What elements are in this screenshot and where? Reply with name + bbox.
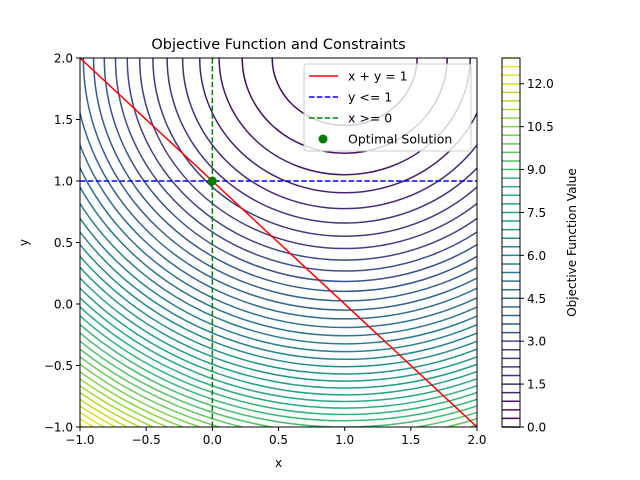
contour-line <box>80 266 477 382</box>
y-tick-label: 1.0 <box>54 175 73 189</box>
x-axis: −1.0 −0.5 0.0 0.5 1.0 1.5 2.0 <box>65 427 487 447</box>
legend-marker <box>318 134 328 144</box>
x-tick-label: −0.5 <box>132 433 161 447</box>
contour-line <box>80 314 477 416</box>
contour-line <box>138 58 477 250</box>
contour-line <box>80 166 477 329</box>
colorbar-frame <box>501 57 521 428</box>
colorbar-tick-label: 3.0 <box>527 335 546 349</box>
colorbar-tick-label: 6.0 <box>527 249 546 263</box>
contour-line <box>80 185 477 337</box>
colorbar-label: Objective Function Value <box>565 168 579 317</box>
contour-line <box>80 243 477 368</box>
contour-line <box>126 58 477 261</box>
x-tick-label: 1.0 <box>335 433 354 447</box>
contour-line <box>80 323 477 422</box>
contour-line <box>80 230 477 360</box>
chart-title: Objective Function and Constraints <box>151 37 405 53</box>
contour-line <box>80 201 477 345</box>
legend-label: x >= 0 <box>348 111 392 126</box>
y-tick-label: 2.0 <box>54 52 73 66</box>
y-tick-label: 0.0 <box>54 298 73 312</box>
x-tick-label: 0.5 <box>269 433 288 447</box>
contour-line <box>82 58 477 302</box>
legend-label: x + y = 1 <box>348 69 408 84</box>
x-tick-label: 2.0 <box>467 433 486 447</box>
legend-label: y <= 1 <box>348 90 392 105</box>
y-tick-label: 1.5 <box>54 113 73 127</box>
contour-line <box>80 305 477 409</box>
y-axis-label: y <box>17 239 31 246</box>
contour-line <box>114 58 477 272</box>
contour-line <box>181 58 477 210</box>
x-tick-label: 0.0 <box>203 433 222 447</box>
contour-line <box>80 255 477 375</box>
colorbar-tick-label: 7.5 <box>527 206 546 220</box>
colorbar-tick-label: 9.0 <box>527 163 546 177</box>
colorbar-tick-label: 0.0 <box>527 421 546 435</box>
optimal-solution-point <box>207 176 217 186</box>
points <box>207 176 217 186</box>
contour-line <box>241 58 448 154</box>
contour-line <box>198 58 477 194</box>
y-axis: −1.0 −0.5 0.0 0.5 1.0 1.5 2.0 <box>44 52 80 435</box>
constraint-lines <box>80 58 477 427</box>
contour-line <box>80 276 477 389</box>
contour-line <box>152 58 477 237</box>
y-tick-label: 0.5 <box>54 236 73 250</box>
contour-line <box>80 216 477 353</box>
contour-line <box>80 286 477 396</box>
legend: x + y = 1 y <= 1 x >= 0 Optimal Solution <box>303 63 472 152</box>
contour-line <box>103 58 477 283</box>
colorbar-tick-label: 10.5 <box>527 120 554 134</box>
colorbar: Objective Function Value 0.0 1.5 3.0 4.5 6.0… <box>501 57 579 435</box>
constraint-line-1 <box>80 58 477 427</box>
contour-line <box>218 58 471 176</box>
contour-line <box>80 296 477 403</box>
y-tick-label: −0.5 <box>44 359 73 373</box>
colorbar-tick-label: 12.0 <box>527 77 554 91</box>
legend-box <box>303 63 472 152</box>
contour-line <box>166 58 477 224</box>
y-tick-label: −1.0 <box>44 421 73 435</box>
contour-line <box>92 58 477 293</box>
x-axis-label: x <box>275 456 282 470</box>
colorbar-tick-label: 1.5 <box>527 378 546 392</box>
legend-label: Optimal Solution <box>348 132 452 147</box>
x-tick-label: −1.0 <box>65 433 94 447</box>
x-tick-label: 1.5 <box>401 433 420 447</box>
contour-line <box>80 142 477 320</box>
contour-line <box>80 109 477 311</box>
colorbar-tick-label: 4.5 <box>527 292 546 306</box>
